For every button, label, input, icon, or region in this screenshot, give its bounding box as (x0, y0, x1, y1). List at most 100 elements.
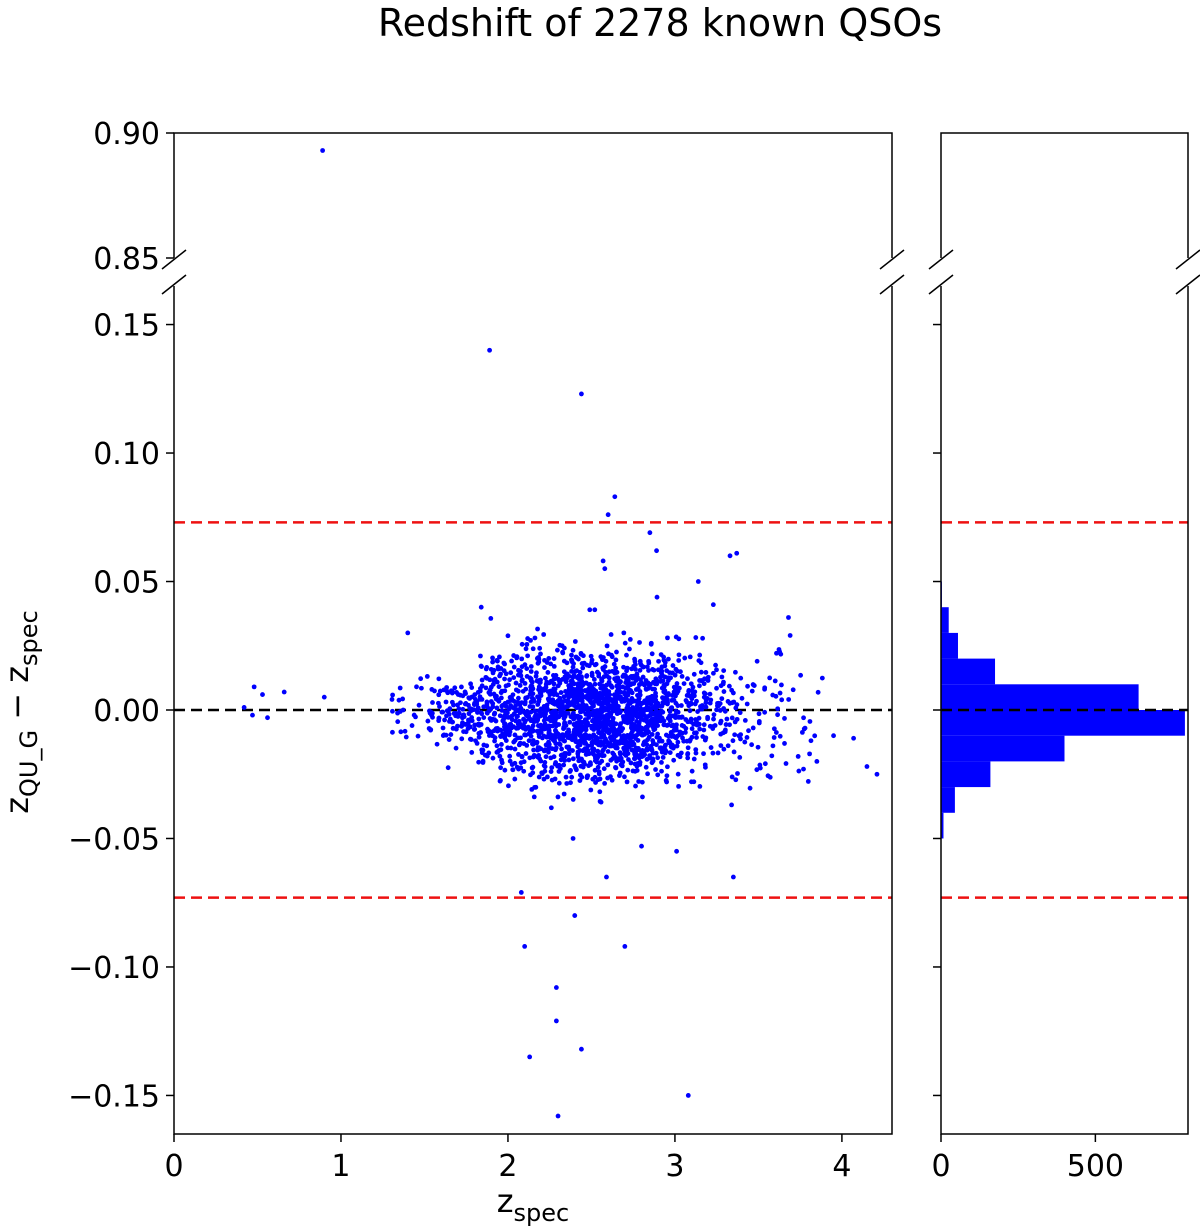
scatter-point (529, 679, 535, 685)
scatter-point (577, 689, 583, 695)
scatter-point (545, 670, 551, 675)
scatter-point (564, 781, 570, 786)
scatter-point (727, 553, 733, 559)
scatter-point (596, 771, 602, 777)
scatter-point (611, 697, 617, 702)
scatter-point (546, 749, 551, 755)
scatter-point (462, 701, 468, 707)
scatter-point (790, 687, 796, 693)
scatter-point (701, 690, 707, 696)
scatter-point (501, 668, 507, 674)
scatter-point (601, 687, 606, 693)
scatter-point (512, 746, 518, 752)
scatter-point (519, 656, 525, 662)
scatter-point (537, 713, 543, 719)
scatter-point (612, 755, 618, 760)
scatter-point (684, 699, 690, 705)
scatter-point (756, 711, 762, 717)
y-tick-label: 0.00 (93, 694, 160, 729)
scatter-point (679, 673, 685, 679)
scatter-point (851, 735, 856, 741)
scatter-point (559, 746, 564, 752)
scatter-point (599, 733, 605, 739)
scatter-point (533, 712, 539, 718)
scatter-point (522, 944, 528, 949)
scatter-point (771, 735, 777, 740)
scatter-point (629, 725, 634, 731)
histogram-bar (941, 761, 991, 788)
scatter-point (561, 715, 567, 721)
scatter-point (734, 550, 740, 556)
scatter-point (513, 718, 519, 724)
scatter-point (701, 727, 707, 733)
scatter-point (409, 723, 415, 728)
scatter-point (555, 698, 561, 704)
scatter-point (502, 709, 508, 715)
scatter-point (411, 712, 417, 718)
scatter-point (527, 1054, 533, 1060)
scatter-point (559, 702, 565, 707)
scatter-point (801, 766, 806, 772)
scatter-point (747, 785, 753, 791)
scatter-point (744, 735, 750, 740)
scatter-point (714, 667, 719, 673)
scatter-point (592, 607, 598, 613)
scatter-point (510, 767, 516, 773)
scatter-point (534, 655, 540, 661)
scatter-point (580, 682, 586, 687)
scatter-point (454, 690, 459, 695)
scatter-point (511, 675, 517, 680)
scatter-point (518, 724, 523, 730)
scatter-point (321, 694, 327, 700)
scatter-point (687, 654, 693, 660)
scatter-point (635, 692, 640, 698)
scatter-point (614, 669, 620, 675)
scatter-point (570, 756, 576, 762)
scatter-point (558, 757, 564, 763)
scatter-point (502, 735, 508, 741)
top-scatter-points (320, 148, 326, 153)
scatter-point (621, 716, 627, 722)
scatter-point (476, 734, 482, 740)
scatter-point (772, 678, 778, 684)
y-axis-label: zQU_G − zspec (0, 610, 43, 814)
scatter-point (615, 684, 621, 690)
scatter-point (735, 771, 740, 776)
scatter-point (749, 688, 755, 694)
scatter-point (625, 698, 631, 703)
scatter-point (801, 715, 806, 721)
scatter-point (579, 674, 584, 680)
scatter-point (532, 708, 538, 714)
scatter-point (674, 722, 679, 728)
scatter-point (570, 797, 576, 802)
scatter-point (577, 748, 583, 753)
scatter-point (711, 716, 716, 722)
scatter-point (567, 769, 573, 774)
scatter-point (642, 699, 647, 704)
scatter-point (649, 731, 655, 737)
scatter-point (621, 690, 627, 695)
scatter-point (460, 720, 465, 726)
scatter-point (773, 730, 779, 735)
scatter-point (584, 673, 589, 679)
scatter-point (592, 681, 598, 687)
scatter-point (450, 725, 456, 731)
scatter-point (570, 664, 576, 670)
scatter-point (738, 675, 744, 681)
scatter-point (395, 719, 401, 725)
scatter-point (647, 530, 653, 536)
scatter-point (531, 747, 537, 753)
scatter-point (693, 747, 699, 753)
scatter-point (769, 753, 775, 759)
scatter-point (734, 702, 740, 708)
scatter-point (555, 794, 561, 800)
top-y-tick-label: 0.85 (93, 242, 160, 277)
scatter-point (568, 685, 574, 690)
scatter-point (524, 742, 530, 748)
scatter-point (436, 676, 442, 682)
scatter-point (468, 737, 474, 742)
scatter-point (637, 667, 643, 673)
scatter-point (476, 721, 482, 727)
scatter-point (428, 709, 434, 715)
scatter-point (507, 753, 513, 759)
